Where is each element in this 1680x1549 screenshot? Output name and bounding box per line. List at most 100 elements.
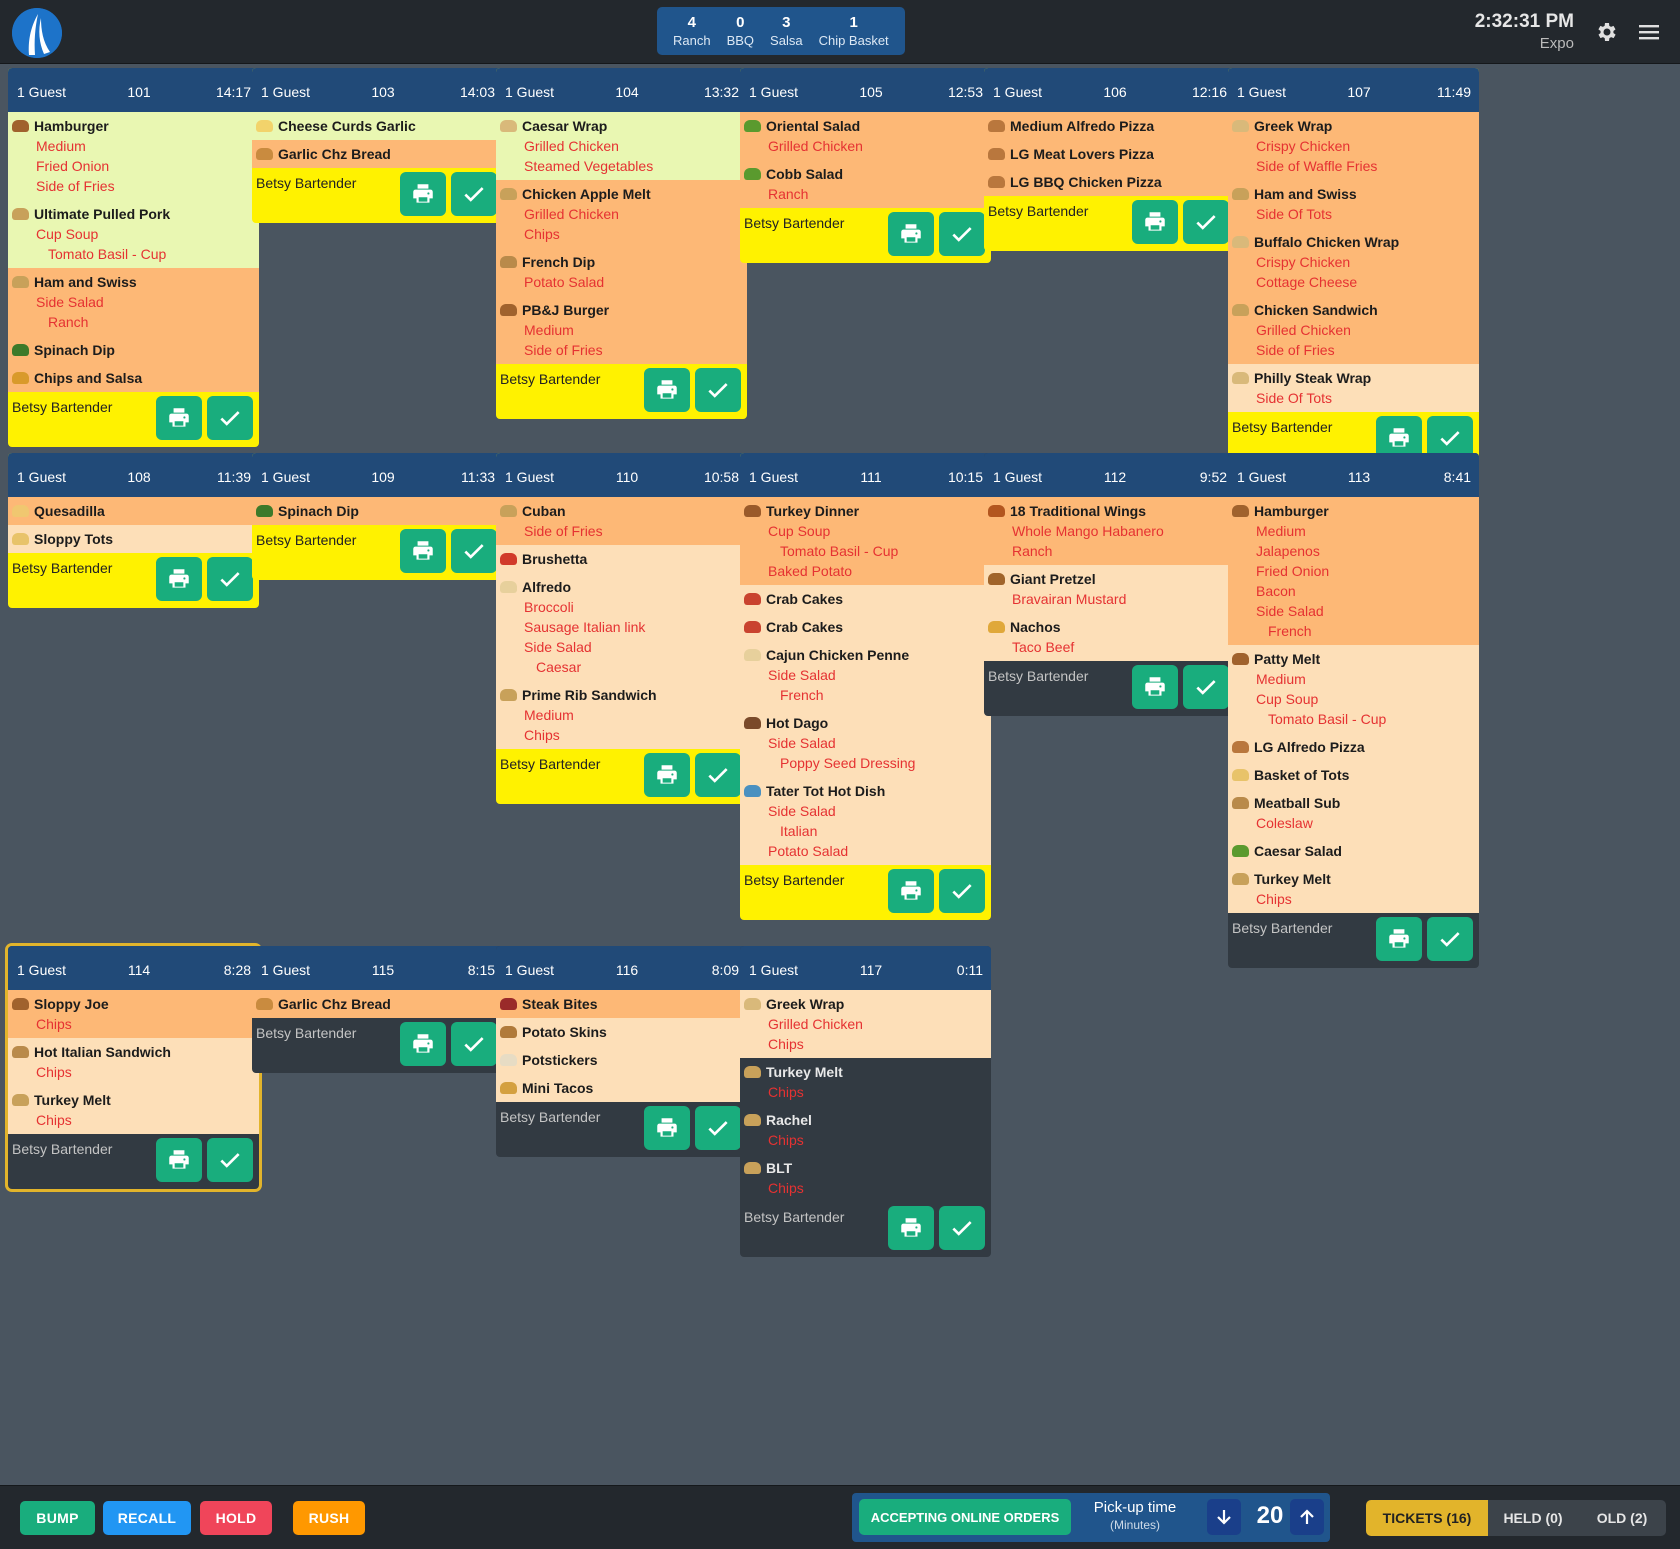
print-button[interactable] — [1132, 200, 1178, 244]
order-item[interactable]: Oriental Salad Grilled Chicken — [740, 112, 991, 160]
order-ticket[interactable]: 1 Guest 106 12:16 Medium Alfredo Pizza LG Me… — [984, 68, 1235, 251]
order-item[interactable]: Philly Steak Wrap Side Of Tots — [1228, 364, 1479, 412]
order-item[interactable]: Giant Pretzel Bravairan Mustard — [984, 565, 1235, 613]
order-item[interactable]: Caesar Salad — [1228, 837, 1479, 865]
bump-ticket-button[interactable] — [451, 1022, 497, 1066]
print-button[interactable] — [400, 172, 446, 216]
order-ticket[interactable]: 1 Guest 103 14:03 Cheese Curds Garlic Garlic… — [252, 68, 503, 223]
order-item[interactable]: Hot Dago Side Salad Poppy Seed Dressing — [740, 709, 991, 777]
order-item[interactable]: Cheese Curds Garlic — [252, 112, 503, 140]
order-item[interactable]: 18 Traditional Wings Whole Mango Habanero… — [984, 497, 1235, 565]
print-button[interactable] — [644, 1106, 690, 1150]
order-item[interactable]: Turkey Melt Chips — [8, 1086, 259, 1134]
order-item[interactable]: Cajun Chicken Penne Side Salad French — [740, 641, 991, 709]
order-item[interactable]: Cuban Side of Fries — [496, 497, 747, 545]
pickup-increase-button[interactable] — [1290, 1499, 1324, 1535]
order-item[interactable]: BLT Chips — [740, 1154, 991, 1202]
pickup-decrease-button[interactable] — [1207, 1499, 1241, 1535]
bump-ticket-button[interactable] — [939, 212, 985, 256]
bump-ticket-button[interactable] — [207, 557, 253, 601]
order-ticket[interactable]: 1 Guest 115 8:15 Garlic Chz Bread Betsy Bart… — [252, 946, 503, 1073]
bump-ticket-button[interactable] — [695, 368, 741, 412]
print-button[interactable] — [1132, 665, 1178, 709]
bump-ticket-button[interactable] — [939, 1206, 985, 1250]
bump-ticket-button[interactable] — [1183, 200, 1229, 244]
print-button[interactable] — [156, 557, 202, 601]
order-item[interactable]: Ultimate Pulled Pork Cup Soup Tomato Basil… — [8, 200, 259, 268]
order-item[interactable]: Garlic Chz Bread — [252, 990, 503, 1018]
bump-ticket-button[interactable] — [695, 753, 741, 797]
order-item[interactable]: Caesar Wrap Grilled Chicken Steamed Vegeta… — [496, 112, 747, 180]
order-item[interactable]: Mini Tacos — [496, 1074, 747, 1102]
print-button[interactable] — [400, 529, 446, 573]
order-item[interactable]: Crab Cakes — [740, 585, 991, 613]
bump-ticket-button[interactable] — [939, 869, 985, 913]
order-item[interactable]: Patty Melt Medium Cup Soup Tomato Basil - C… — [1228, 645, 1479, 733]
bump-ticket-button[interactable] — [1427, 416, 1473, 460]
print-button[interactable] — [644, 753, 690, 797]
order-ticket[interactable]: 1 Guest 104 13:32 Caesar Wrap Grilled Chicke… — [496, 68, 747, 419]
order-ticket[interactable]: 1 Guest 108 11:39 Quesadilla Sloppy Tots Bets… — [8, 453, 259, 608]
gear-icon[interactable] — [1594, 20, 1618, 44]
order-item[interactable]: French Dip Potato Salad — [496, 248, 747, 296]
bump-ticket-button[interactable] — [451, 529, 497, 573]
print-button[interactable] — [156, 396, 202, 440]
order-item[interactable]: Nachos Taco Beef — [984, 613, 1235, 661]
order-ticket[interactable]: 1 Guest 110 10:58 Cuban Side of Fries Brushet… — [496, 453, 747, 804]
print-button[interactable] — [1376, 416, 1422, 460]
print-button[interactable] — [400, 1022, 446, 1066]
tab-held[interactable]: HELD (0) — [1488, 1500, 1578, 1536]
order-ticket[interactable]: 1 Guest 113 8:41 Hamburger Medium Jalapenos Fr… — [1228, 453, 1479, 968]
order-item[interactable]: Potstickers — [496, 1046, 747, 1074]
order-ticket[interactable]: 1 Guest 111 10:15 Turkey Dinner Cup Soup Toma… — [740, 453, 991, 920]
order-ticket[interactable]: 1 Guest 114 8:28 Sloppy Joe Chips Hot Italian… — [8, 946, 259, 1189]
order-ticket[interactable]: 1 Guest 109 11:33 Spinach Dip Betsy Bartende… — [252, 453, 503, 580]
hamburger-menu-icon[interactable] — [1637, 20, 1661, 44]
order-item[interactable]: Basket of Tots — [1228, 761, 1479, 789]
order-ticket[interactable]: 1 Guest 107 11:49 Greek Wrap Crispy Chicken S… — [1228, 68, 1479, 467]
order-ticket[interactable]: 1 Guest 116 8:09 Steak Bites Potato Skins Pot… — [496, 946, 747, 1157]
order-item[interactable]: Medium Alfredo Pizza — [984, 112, 1235, 140]
order-item[interactable]: Turkey Melt Chips — [740, 1058, 991, 1106]
order-ticket[interactable]: 1 Guest 117 0:11 Greek Wrap Grilled Chicken C… — [740, 946, 991, 1257]
order-item[interactable]: PB&J Burger Medium Side of Fries — [496, 296, 747, 364]
print-button[interactable] — [156, 1138, 202, 1182]
bump-ticket-button[interactable] — [207, 396, 253, 440]
order-item[interactable]: Hot Italian Sandwich Chips — [8, 1038, 259, 1086]
print-button[interactable] — [888, 1206, 934, 1250]
order-item[interactable]: Crab Cakes — [740, 613, 991, 641]
order-item[interactable]: Ham and Swiss Side Of Tots — [1228, 180, 1479, 228]
print-button[interactable] — [888, 869, 934, 913]
order-item[interactable]: LG Meat Lovers Pizza — [984, 140, 1235, 168]
order-item[interactable]: Brushetta — [496, 545, 747, 573]
tab-old[interactable]: OLD (2) — [1578, 1500, 1666, 1536]
recall-button[interactable]: RECALL — [103, 1501, 191, 1535]
order-item[interactable]: Alfredo Broccoli Sausage Italian link Side … — [496, 573, 747, 681]
order-ticket[interactable]: 1 Guest 105 12:53 Oriental Salad Grilled Chi… — [740, 68, 991, 263]
order-item[interactable]: Buffalo Chicken Wrap Crispy Chicken Cottag… — [1228, 228, 1479, 296]
order-item[interactable]: Steak Bites — [496, 990, 747, 1018]
bump-ticket-button[interactable] — [207, 1138, 253, 1182]
bump-ticket-button[interactable] — [451, 172, 497, 216]
order-item[interactable]: Hamburger Medium Jalapenos Fried Onion Bacon… — [1228, 497, 1479, 645]
order-item[interactable]: Sloppy Tots — [8, 525, 259, 553]
order-item[interactable]: Turkey Dinner Cup Soup Tomato Basil - Cup B… — [740, 497, 991, 585]
order-item[interactable]: Tater Tot Hot Dish Side Salad Italian Potat… — [740, 777, 991, 865]
order-item[interactable]: Chicken Sandwich Grilled Chicken Side of F… — [1228, 296, 1479, 364]
order-item[interactable]: Greek Wrap Crispy Chicken Side of Waffle F… — [1228, 112, 1479, 180]
print-button[interactable] — [1376, 917, 1422, 961]
rush-button[interactable]: RUSH — [293, 1501, 365, 1535]
hold-button[interactable]: HOLD — [200, 1501, 272, 1535]
bump-button[interactable]: BUMP — [20, 1501, 95, 1535]
order-item[interactable]: Hamburger Medium Fried Onion Side of Fries — [8, 112, 259, 200]
order-item[interactable]: Spinach Dip — [252, 497, 503, 525]
print-button[interactable] — [888, 212, 934, 256]
order-ticket[interactable]: 1 Guest 112 9:52 18 Traditional Wings Whole … — [984, 453, 1235, 716]
order-item[interactable]: Garlic Chz Bread — [252, 140, 503, 168]
order-item[interactable]: Turkey Melt Chips — [1228, 865, 1479, 913]
bump-ticket-button[interactable] — [695, 1106, 741, 1150]
tab-tickets[interactable]: TICKETS (16) — [1366, 1500, 1488, 1536]
accepting-online-orders-button[interactable]: ACCEPTING ONLINE ORDERS — [859, 1499, 1071, 1535]
order-item[interactable]: Greek Wrap Grilled Chicken Chips — [740, 990, 991, 1058]
order-item[interactable]: LG BBQ Chicken Pizza — [984, 168, 1235, 196]
